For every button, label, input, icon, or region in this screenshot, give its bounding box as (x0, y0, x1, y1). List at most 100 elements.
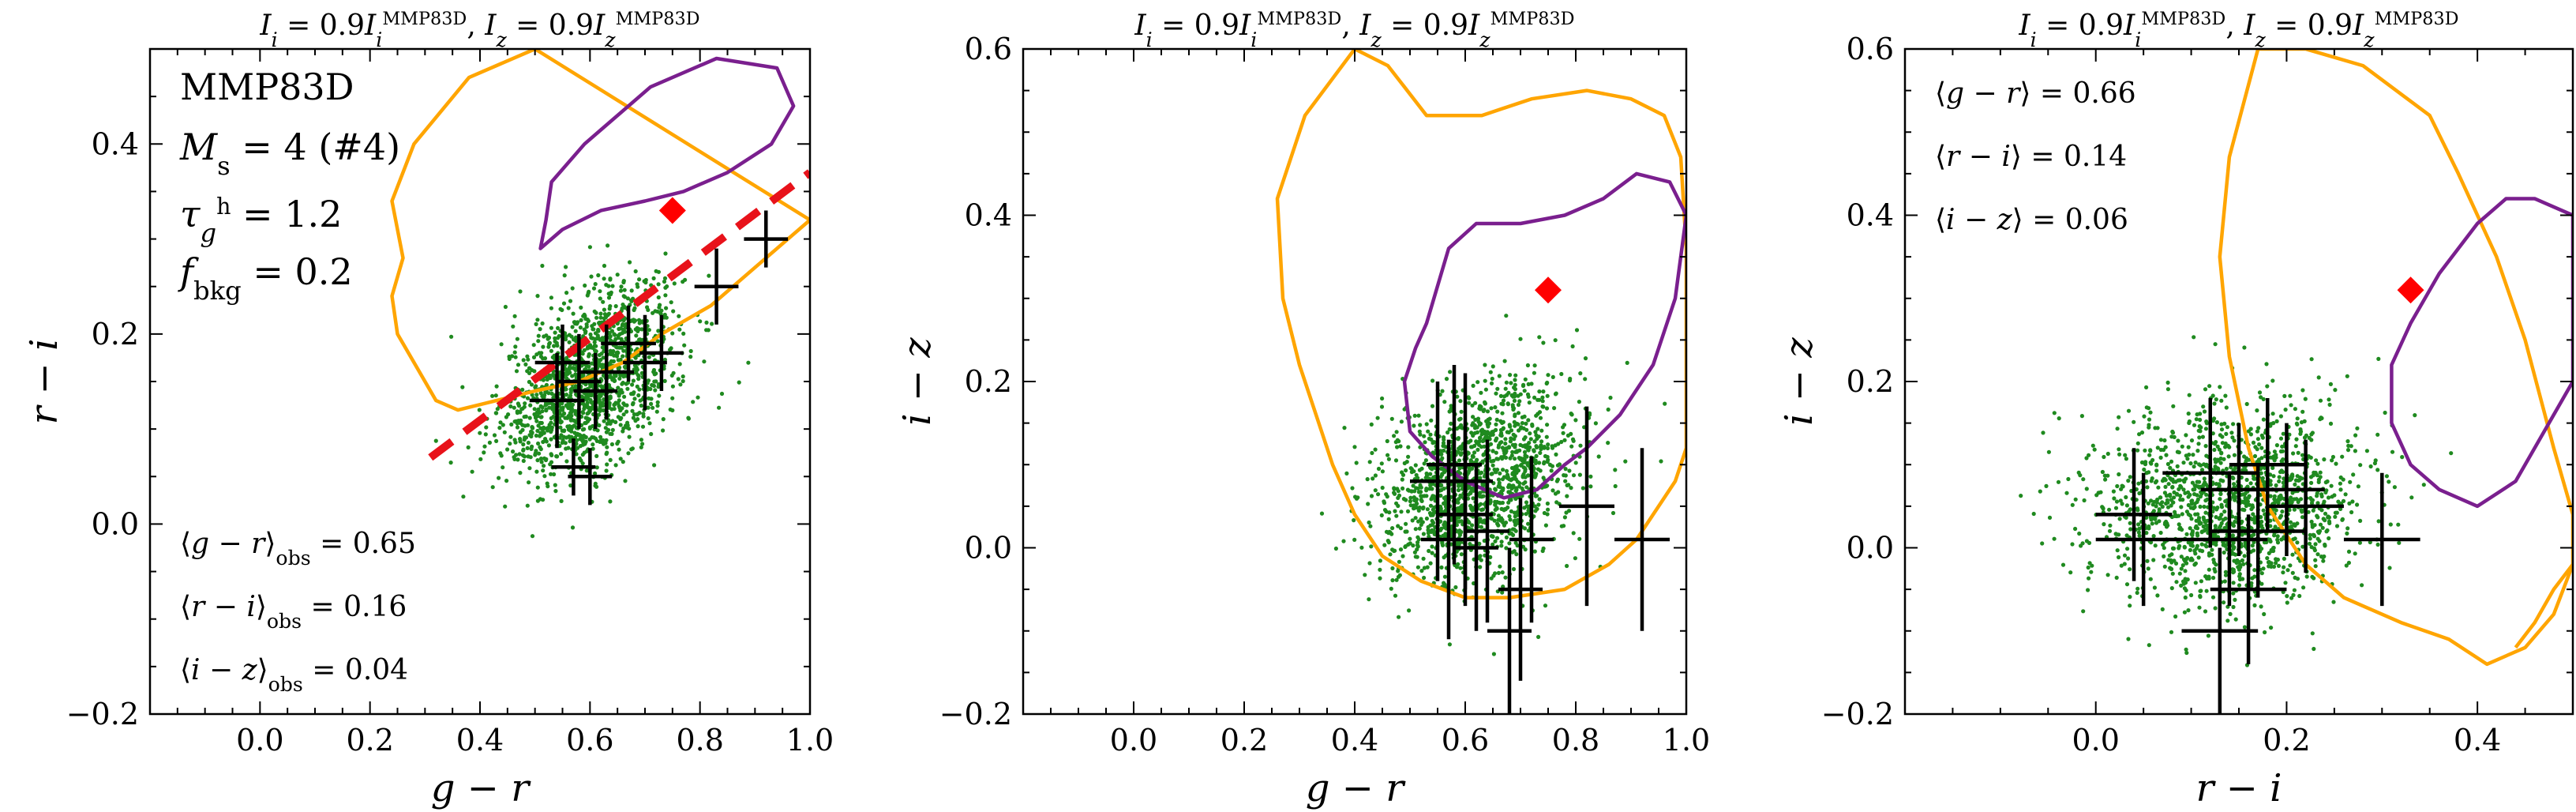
scatter-point (609, 359, 614, 363)
scatter-point (645, 305, 650, 310)
scatter-point (606, 243, 610, 248)
scatter-point (2324, 529, 2329, 534)
scatter-point (2100, 469, 2105, 475)
scatter-point (1502, 359, 1507, 363)
scatter-point (509, 422, 514, 427)
y-tick-label: 0.4 (92, 126, 139, 161)
scatter-point (568, 434, 572, 440)
scatter-point (2163, 521, 2168, 525)
scatter-point (1417, 468, 1422, 472)
scatter-point (2237, 583, 2242, 588)
scatter-point (1390, 578, 1395, 583)
scatter-point (643, 280, 648, 285)
annotation-model-mean: ⟨g − r⟩ = 0.66 (1935, 77, 2136, 110)
scatter-point (2272, 494, 2277, 499)
scatter-point (585, 400, 590, 405)
scatter-point (1543, 523, 1548, 528)
scatter-point (1526, 508, 1531, 513)
scatter-point (2292, 497, 2297, 502)
scatter-point (1503, 437, 1508, 442)
scatter-point (1518, 336, 1523, 341)
scatter-point (1414, 486, 1419, 491)
scatter-point (2278, 469, 2283, 475)
scatter-point (2255, 437, 2260, 442)
scatter-point (1422, 566, 1427, 570)
scatter-point (2334, 461, 2338, 466)
scatter-point (1429, 418, 1434, 423)
scatter-point (1457, 515, 1461, 520)
scatter-point (2357, 540, 2362, 545)
scatter-point (1546, 373, 1550, 378)
scatter-point (592, 340, 597, 344)
scatter-point (2271, 474, 2276, 479)
scatter-point (2298, 427, 2303, 432)
scatter-point (2184, 433, 2188, 438)
scatter-point (1491, 458, 1496, 464)
scatter-point (1537, 335, 1542, 340)
scatter-point (2256, 426, 2261, 430)
scatter-point (649, 401, 654, 406)
observed-point (2210, 464, 2306, 598)
scatter-point (2137, 432, 2142, 437)
scatter-point (623, 329, 628, 334)
scatter-point (1422, 461, 1427, 466)
plot-area (390, 49, 810, 539)
scatter-point (1445, 430, 1450, 435)
scatter-point (2148, 540, 2154, 545)
scatter-point (2186, 502, 2191, 508)
scatter-point (1500, 590, 1505, 595)
scatter-point (615, 345, 620, 350)
scatter-point (2224, 405, 2229, 410)
scatter-point (2185, 457, 2190, 461)
scatter-point (2350, 499, 2355, 504)
scatter-point (2218, 524, 2223, 528)
scatter-point (1554, 391, 1558, 396)
scatter-point (2358, 463, 2363, 468)
scatter-point (518, 289, 523, 294)
scatter-point (2190, 532, 2195, 538)
scatter-point (2319, 494, 2324, 499)
scatter-point (698, 319, 703, 324)
scatter-point (2204, 523, 2209, 528)
scatter-point (580, 427, 586, 432)
scatter-point (1457, 466, 1462, 471)
scatter-point (1458, 566, 1463, 570)
scatter-point (587, 245, 593, 250)
scatter-point (2163, 445, 2168, 449)
scatter-point (1424, 516, 1429, 521)
scatter-point (617, 332, 622, 336)
scatter-point (1448, 370, 1453, 374)
x-axis-label: g − r (431, 766, 531, 810)
scatter-point (2178, 497, 2183, 502)
scatter-point (670, 408, 675, 413)
scatter-point (1486, 417, 1490, 423)
scatter-point (2198, 504, 2203, 509)
scatter-point (2139, 460, 2145, 465)
scatter-point (2199, 491, 2204, 496)
scatter-point (1526, 382, 1531, 386)
scatter-point (2146, 566, 2150, 571)
scatter-point (623, 479, 628, 483)
scatter-point (534, 419, 539, 423)
scatter-point (613, 304, 618, 309)
scatter-point (2205, 497, 2210, 502)
scatter-point (1498, 501, 1503, 506)
scatter-point (2199, 579, 2203, 584)
scatter-point (1386, 457, 1391, 461)
scatter-point (1511, 532, 1516, 538)
y-tick-label: 0.4 (1847, 198, 1894, 233)
scatter-point (2189, 592, 2194, 598)
observed-point (601, 305, 656, 382)
scatter-point (1522, 389, 1527, 393)
scatter-point (682, 343, 687, 348)
scatter-point (1415, 544, 1420, 549)
scatter-point (2169, 566, 2174, 572)
scatter-point (2231, 476, 2236, 481)
scatter-point (1563, 479, 1568, 483)
scatter-point (2218, 478, 2223, 483)
scatter-point (2259, 519, 2264, 524)
scatter-point (570, 374, 575, 378)
scatter-point (1540, 395, 1545, 400)
scatter-point (639, 438, 644, 442)
scatter-point (2189, 517, 2194, 521)
